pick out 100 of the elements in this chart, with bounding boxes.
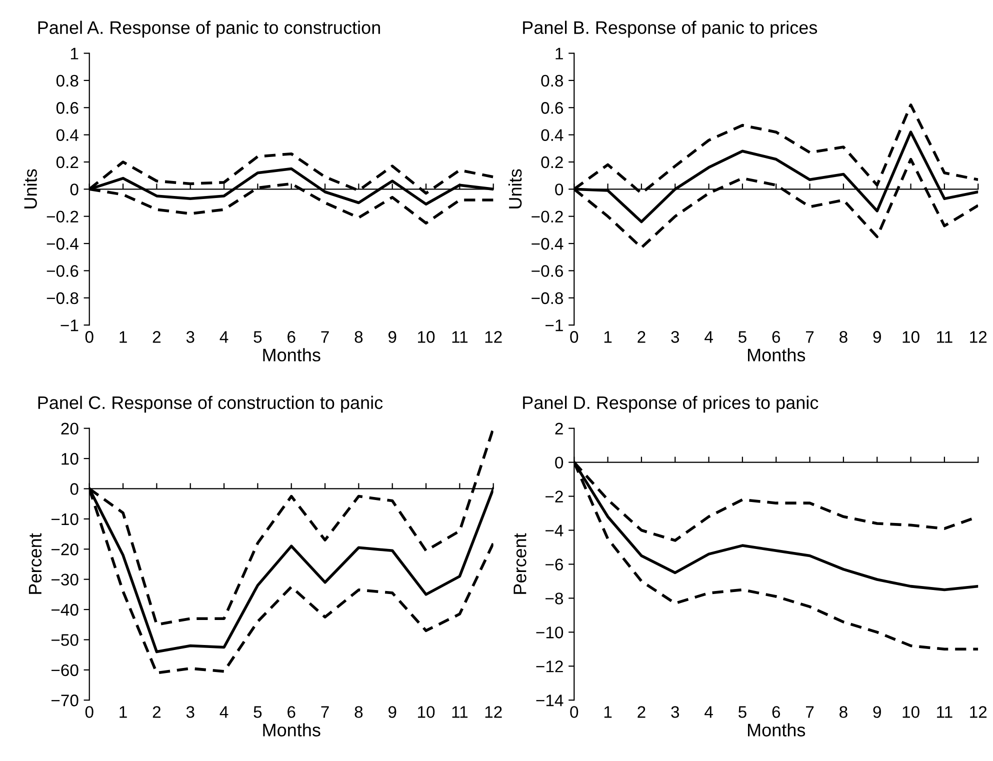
y-tick-label: 1 xyxy=(70,48,78,60)
y-tick-label: 0.6 xyxy=(541,102,563,114)
y-tick-label: −0.8 xyxy=(532,292,563,304)
y-axis-title: Units xyxy=(24,169,37,208)
y-tick-label: −1 xyxy=(546,320,563,332)
y-tick-label: 0.2 xyxy=(541,156,563,168)
x-tick-label: 8 xyxy=(840,331,848,343)
x-tick-label: 4 xyxy=(220,706,228,718)
x-tick-label: 3 xyxy=(671,706,680,718)
y-tick-label: −70 xyxy=(52,694,78,706)
chart-title: Panel C. Response of construction to panic xyxy=(38,396,383,413)
x-tick-label: 7 xyxy=(806,706,814,718)
x-tick-label: 4 xyxy=(220,331,228,343)
y-tick-label: 0 xyxy=(555,184,564,196)
x-tick-label: 8 xyxy=(354,331,363,343)
y-tick-label: 0.4 xyxy=(541,129,564,142)
y-tick-label: 0.6 xyxy=(56,102,78,114)
x-axis-title: Months xyxy=(263,723,320,736)
y-tick-label: −12 xyxy=(536,660,563,672)
y-tick-label: −10 xyxy=(536,626,564,638)
y-tick-label: −1 xyxy=(60,320,78,332)
y-tick-label: 2 xyxy=(555,422,563,434)
x-tick-label: 2 xyxy=(152,331,160,343)
x-tick-label: 6 xyxy=(772,331,780,343)
y-tick-label: −0.6 xyxy=(532,265,563,277)
x-tick-label: 6 xyxy=(288,331,296,343)
x-tick-label: 11 xyxy=(937,706,952,718)
y-tick-label: 0.8 xyxy=(541,74,563,87)
x-tick-label: 3 xyxy=(186,331,194,343)
x-tick-label: 12 xyxy=(970,706,987,718)
y-tick-label: −0.8 xyxy=(46,292,78,304)
y-tick-label: 0 xyxy=(70,483,78,495)
y-tick-label: 0.2 xyxy=(56,156,78,168)
y-tick-label: 1 xyxy=(556,48,563,60)
x-tick-label: 5 xyxy=(254,706,262,718)
x-tick-label: 9 xyxy=(388,331,396,343)
x-tick-label: 1 xyxy=(120,706,127,718)
x-tick-label: 0 xyxy=(570,331,578,343)
y-tick-label: −6 xyxy=(546,558,563,570)
y-tick-label: −10 xyxy=(52,513,78,526)
y-tick-label: −0.4 xyxy=(46,238,78,250)
x-tick-label: 1 xyxy=(604,706,612,718)
x-axis-title: Months xyxy=(748,348,806,362)
y-tick-label: −4 xyxy=(546,524,564,536)
x-tick-label: 7 xyxy=(806,331,814,343)
chart-title: Panel A. Response of panic to construction xyxy=(38,20,380,38)
y-axis-title: Percent xyxy=(28,533,42,594)
x-tick-label: 5 xyxy=(738,706,746,718)
x-tick-label: 9 xyxy=(873,706,881,718)
y-axis-title: Percent xyxy=(514,533,526,594)
y-tick-label: 0.8 xyxy=(56,74,78,87)
x-tick-label: 7 xyxy=(321,331,329,343)
x-tick-label: 3 xyxy=(671,331,680,343)
x-tick-label: 9 xyxy=(873,331,881,343)
y-tick-label: 0 xyxy=(555,456,564,469)
x-tick-label: 0 xyxy=(85,706,94,718)
x-tick-label: 1 xyxy=(604,331,612,343)
x-tick-label: 5 xyxy=(254,331,262,343)
x-tick-label: 7 xyxy=(321,706,329,718)
x-tick-label: 2 xyxy=(638,331,646,343)
x-tick-label: 12 xyxy=(485,331,502,343)
y-tick-label: −20 xyxy=(52,544,78,556)
x-tick-label: 10 xyxy=(902,706,920,718)
y-tick-label: −8 xyxy=(546,592,563,604)
x-tick-label: 5 xyxy=(738,331,746,343)
x-tick-label: 12 xyxy=(970,331,987,343)
x-tick-label: 6 xyxy=(772,706,780,718)
y-tick-label: −14 xyxy=(536,694,564,706)
chart-title: Panel D. Response of prices to panic xyxy=(523,396,818,413)
x-tick-label: 0 xyxy=(570,706,578,718)
x-tick-label: 4 xyxy=(704,331,713,343)
x-axis-title: Months xyxy=(748,723,806,736)
y-tick-label: −40 xyxy=(52,604,78,616)
y-tick-label: −0.4 xyxy=(532,238,564,250)
chart-title: Panel B. Response of panic to prices xyxy=(523,20,818,38)
y-tick-label: −60 xyxy=(52,664,78,676)
x-tick-label: 12 xyxy=(485,706,502,718)
x-tick-label: 0 xyxy=(85,331,94,343)
x-tick-label: 6 xyxy=(288,706,296,718)
x-axis-title: Months xyxy=(263,348,320,362)
y-tick-label: 10 xyxy=(62,452,78,465)
x-tick-label: 11 xyxy=(452,706,468,718)
x-tick-label: 10 xyxy=(902,331,920,343)
x-tick-label: 9 xyxy=(388,706,396,718)
y-tick-label: −30 xyxy=(52,574,78,586)
x-tick-label: 1 xyxy=(120,331,127,343)
x-tick-label: 3 xyxy=(186,706,194,718)
x-tick-label: 8 xyxy=(840,706,848,718)
x-tick-label: 10 xyxy=(418,331,435,343)
x-tick-label: 4 xyxy=(704,706,713,718)
x-tick-label: 10 xyxy=(418,706,435,718)
x-tick-label: 8 xyxy=(354,706,363,718)
x-tick-label: 2 xyxy=(638,706,646,718)
y-tick-label: 20 xyxy=(61,422,78,435)
y-tick-label: −2 xyxy=(546,490,563,502)
y-tick-label: −0.2 xyxy=(46,210,78,223)
y-tick-label: 0.4 xyxy=(56,129,78,142)
y-tick-label: 0 xyxy=(70,184,78,196)
y-tick-label: −50 xyxy=(52,634,78,646)
x-tick-label: 11 xyxy=(452,331,468,343)
